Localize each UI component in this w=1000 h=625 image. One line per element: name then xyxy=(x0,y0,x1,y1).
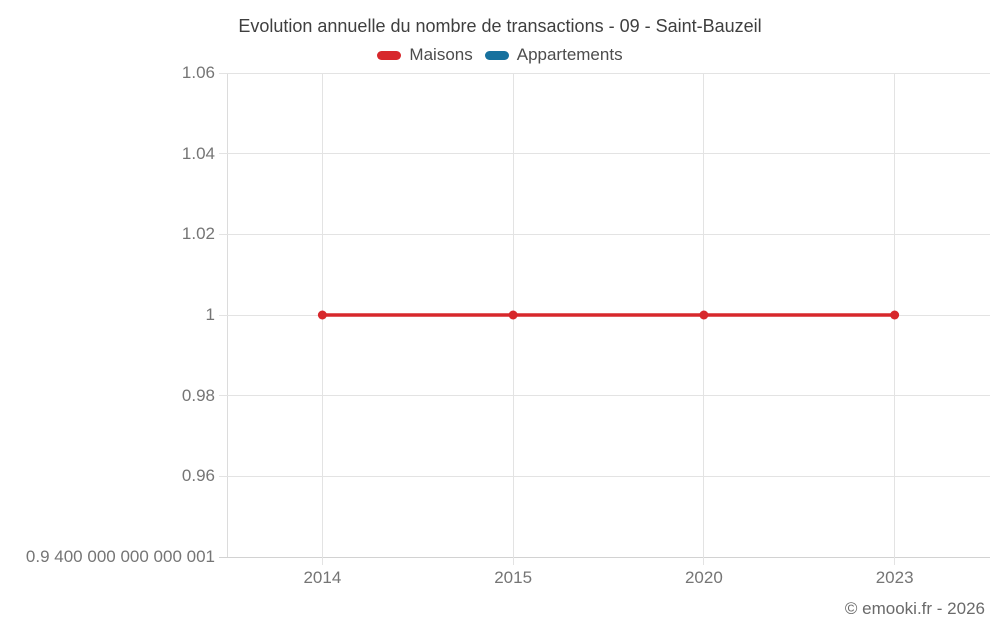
legend-label-maisons: Maisons xyxy=(409,45,473,64)
y-tick-label: 1 xyxy=(205,305,215,324)
y-tick-label: 0.96 xyxy=(181,466,215,486)
y-gridline xyxy=(219,556,990,558)
maisons-color-swatch xyxy=(377,50,402,60)
series-layer xyxy=(317,310,900,320)
legend-item-maisons[interactable]: Maisons xyxy=(377,45,473,65)
x-tick-label-2020: 2020 xyxy=(684,568,723,587)
y-tick-label: 1.06 xyxy=(181,63,215,82)
x-tick-label-2023: 2023 xyxy=(875,568,914,587)
y-gridline xyxy=(219,233,990,235)
x-tick-label-2014: 2014 xyxy=(303,568,342,587)
x-axis: 2014 2015 2020 2023 xyxy=(227,565,990,595)
copyright: © emooki.fr - 2026 xyxy=(844,599,985,618)
data-point-maisons-2023[interactable] xyxy=(890,310,900,320)
y-tick-label: 1.04 xyxy=(181,143,215,163)
x-tick-label-2015: 2015 xyxy=(494,568,533,587)
legend: Maisons Appartements xyxy=(0,45,1000,65)
y-gridline xyxy=(219,72,990,74)
data-point-maisons-2014[interactable] xyxy=(317,310,327,320)
y-axis: 1.06 1.04 1.02 1 0.98 0.96 0.9 400 000 000 000… xyxy=(0,0,215,625)
y-gridline xyxy=(219,475,990,477)
appartements-color-swatch xyxy=(484,50,509,60)
data-point-maisons-2020[interactable] xyxy=(699,310,709,320)
y-tick-label: 0.98 xyxy=(181,385,215,405)
y-tick-label: 0.9 400 000 000 000 001 xyxy=(25,547,215,566)
chart-title: Evolution annuelle du nombre de transact… xyxy=(238,16,762,36)
legend-label-appartements: Appartements xyxy=(516,45,623,64)
data-point-maisons-2015[interactable] xyxy=(508,310,518,320)
plot-area xyxy=(219,72,990,565)
y-tick-label: 1.02 xyxy=(181,224,215,244)
legend-item-appartements[interactable]: Appartements xyxy=(484,45,623,65)
y-gridline xyxy=(219,395,990,397)
y-gridline xyxy=(219,153,990,155)
